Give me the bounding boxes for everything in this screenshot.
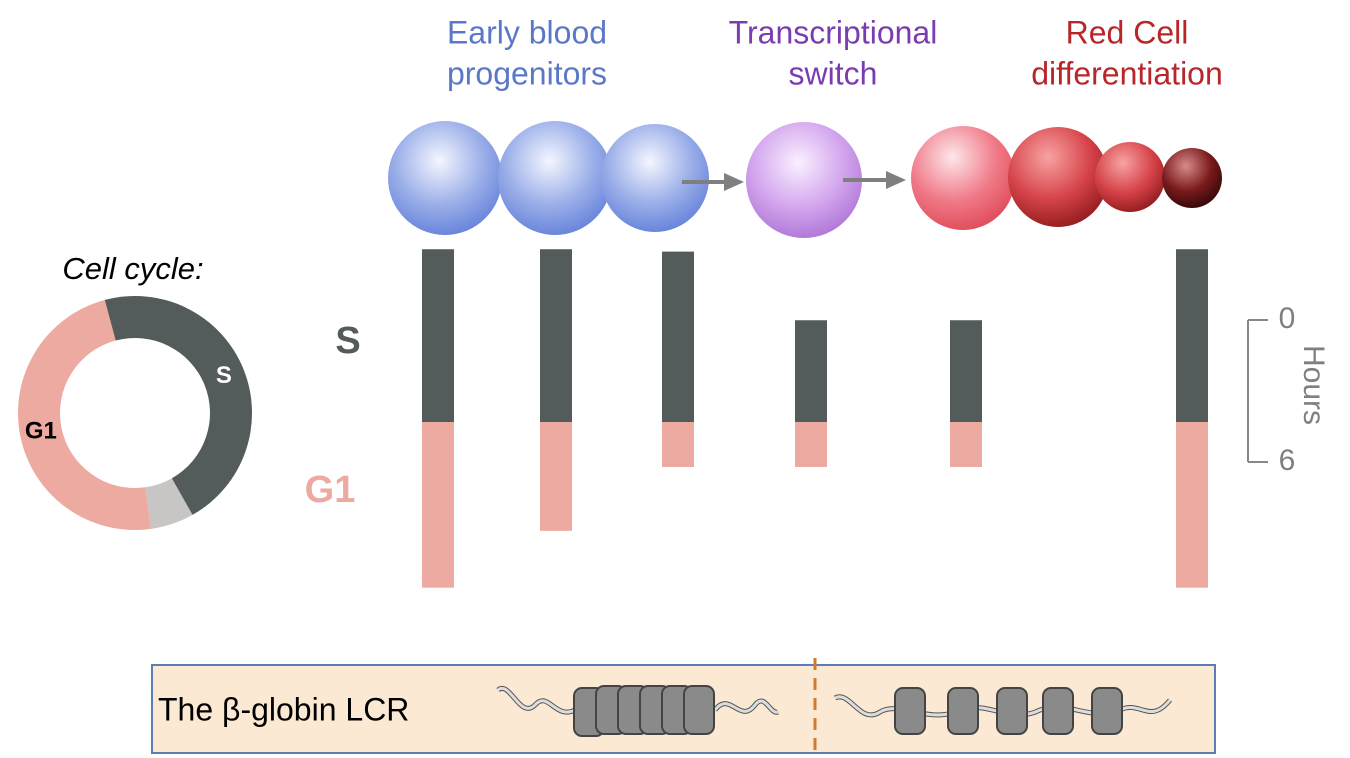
stage-label: differentiation — [1031, 55, 1223, 91]
s-phase-label: S — [335, 320, 360, 362]
donut-label: S — [216, 362, 232, 389]
donut-segment — [18, 299, 151, 530]
phase-bars — [422, 249, 1208, 588]
stage-label: Transcriptional — [729, 14, 938, 50]
stage-label: Early blood — [447, 14, 607, 50]
scale-label: Hours — [1297, 345, 1330, 425]
g1-phase-label: G1 — [305, 469, 356, 511]
g1-bar — [662, 422, 694, 467]
s-bar — [795, 320, 827, 422]
donut-segment — [104, 296, 252, 515]
arrows — [682, 171, 906, 191]
stage-label: progenitors — [447, 55, 607, 91]
cells — [388, 121, 1222, 238]
s-bar — [662, 251, 694, 422]
lcr-label: The β-globin LCR — [158, 691, 409, 727]
cell-cycle-title: Cell cycle: — [62, 251, 203, 286]
g1-bar — [1176, 422, 1208, 588]
donut-label: G1 — [25, 417, 57, 444]
g1-bar — [422, 422, 454, 588]
s-bar — [1176, 249, 1208, 422]
stage-label: Red Cell — [1066, 14, 1189, 50]
scale-tick-label: 6 — [1279, 444, 1296, 477]
chromatin — [496, 685, 1172, 737]
g1-bar — [950, 422, 982, 467]
donut-segment — [145, 478, 193, 529]
stage-label: switch — [789, 55, 878, 91]
cell-cycle-donut: S G1 — [18, 296, 252, 530]
g1-bar — [795, 422, 827, 467]
s-bar — [540, 249, 572, 422]
s-bar — [950, 320, 982, 422]
s-bar — [422, 249, 454, 422]
g1-bar — [540, 422, 572, 531]
scale-tick-label: 0 — [1279, 302, 1296, 335]
stage-labels: Early blood progenitors Transcriptional swi… — [447, 14, 1223, 91]
